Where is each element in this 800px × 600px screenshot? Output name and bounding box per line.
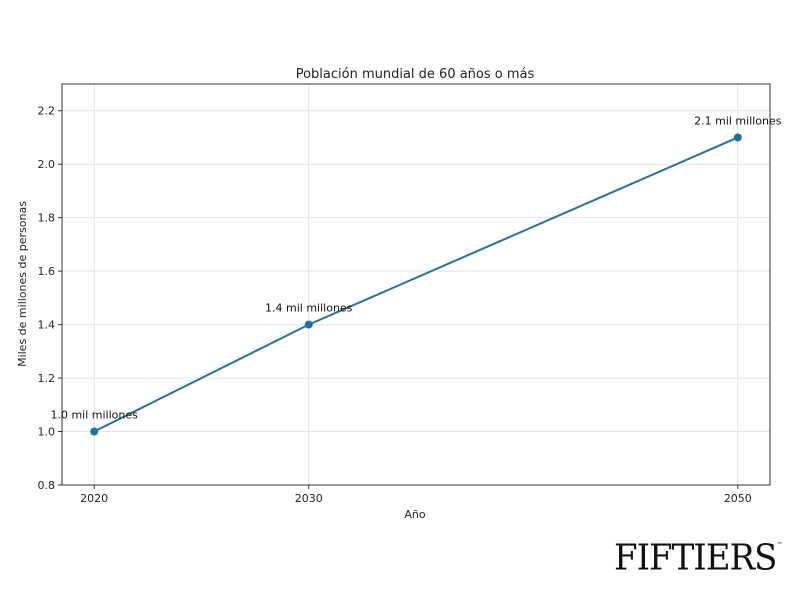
x-tick-label: 2030 [295, 492, 323, 505]
data-point [90, 427, 99, 436]
trademark-mark: ™ [776, 541, 783, 549]
data-point [304, 320, 313, 329]
chart-title: Población mundial de 60 años o más [296, 67, 535, 82]
y-tick-label: 1.0 [38, 426, 56, 439]
y-tick-label: 2.2 [38, 105, 56, 118]
data-point [733, 133, 742, 142]
y-tick-label: 1.6 [38, 265, 56, 278]
y-tick-label: 0.8 [38, 479, 56, 492]
axis-layer: 0.8 1.0 1.2 1.4 1.6 1.8 2.0 2.2 2020 2030 2050 [38, 105, 752, 505]
grid-layer [62, 84, 770, 486]
data-label: 1.0 mil millones [50, 409, 138, 422]
data-label: 2.1 mil millones [694, 114, 782, 127]
fiftiers-logo: FIFTIERS™ [614, 537, 782, 579]
x-tick-label: 2050 [724, 492, 752, 505]
y-tick-label: 1.8 [38, 212, 56, 225]
data-label: 1.4 mil millones [265, 302, 353, 315]
y-axis-label: Miles de millones de personas [16, 201, 29, 367]
x-axis-label: Año [404, 508, 425, 521]
series-layer: 1.0 mil millones 1.4 mil millones 2.1 mil … [50, 114, 782, 436]
plot-frame [61, 83, 771, 486]
logo-text: FIFTIERS [614, 537, 777, 579]
y-tick-label: 1.2 [38, 372, 56, 385]
y-tick-label: 2.0 [38, 158, 56, 171]
y-tick-label: 1.4 [38, 319, 56, 332]
x-tick-label: 2020 [80, 492, 108, 505]
series-line [93, 136, 739, 433]
